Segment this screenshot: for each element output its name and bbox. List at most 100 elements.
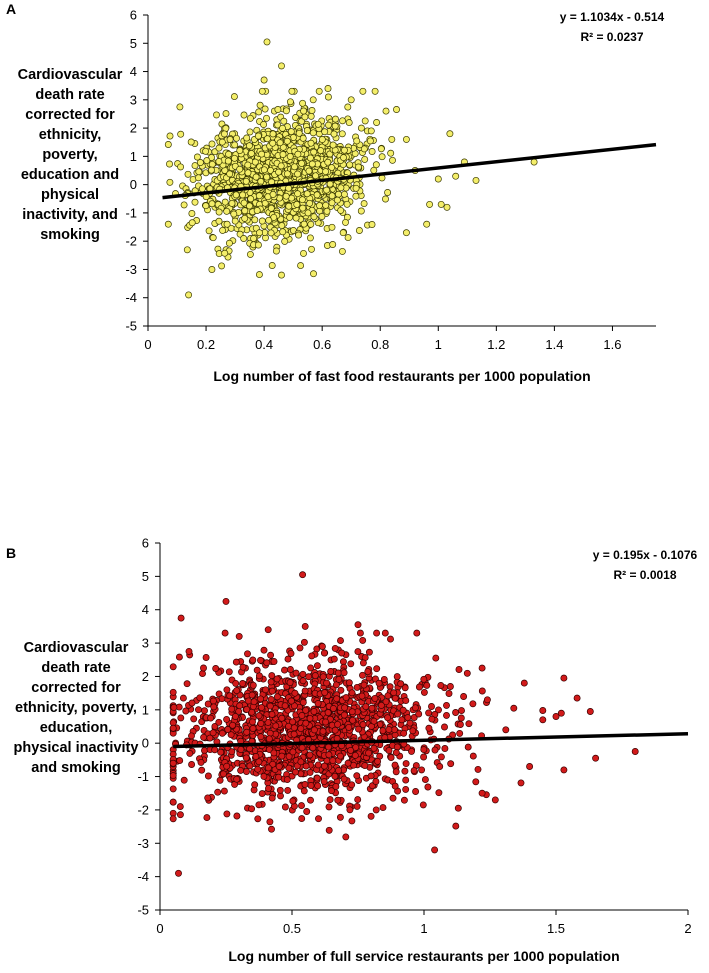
data-point	[243, 728, 251, 736]
data-point	[228, 748, 236, 756]
data-point	[526, 763, 534, 770]
data-point	[184, 170, 192, 178]
data-point	[455, 666, 463, 673]
data-point	[278, 714, 286, 722]
regression-equation: y = 0.195x - 0.1076	[593, 548, 698, 562]
data-point	[360, 681, 368, 689]
data-point	[502, 726, 510, 734]
data-point	[307, 664, 315, 672]
data-point	[233, 687, 241, 695]
data-point	[352, 184, 360, 192]
data-point	[290, 724, 298, 732]
data-point	[325, 751, 333, 759]
data-point	[354, 648, 362, 656]
data-point	[176, 803, 184, 811]
data-point	[411, 704, 419, 712]
data-point	[258, 790, 266, 798]
data-point	[235, 632, 243, 640]
data-point	[320, 649, 328, 657]
data-point	[415, 710, 423, 718]
data-point	[198, 766, 206, 774]
data-point	[435, 706, 442, 714]
data-point	[325, 826, 333, 834]
data-point	[263, 659, 271, 667]
data-point	[431, 746, 439, 754]
data-point	[306, 234, 314, 242]
data-point	[274, 106, 282, 113]
data-point	[318, 136, 326, 143]
data-point	[243, 705, 251, 713]
data-point	[402, 760, 410, 768]
data-point	[431, 846, 439, 854]
data-point	[285, 202, 293, 210]
data-point	[385, 726, 393, 734]
data-point	[247, 150, 255, 157]
data-point	[203, 157, 211, 165]
data-point	[176, 103, 184, 111]
data-point	[215, 718, 223, 726]
data-point	[331, 772, 339, 780]
y-label-line: smoking	[40, 227, 100, 243]
data-point	[233, 775, 241, 783]
data-point	[294, 170, 302, 178]
data-point	[180, 776, 188, 784]
data-point	[560, 674, 568, 682]
x-tick-label: 0.4	[255, 337, 273, 352]
data-point	[392, 768, 400, 776]
data-point	[381, 629, 389, 637]
data-point	[443, 203, 451, 211]
y-tick-label: 5	[130, 36, 137, 51]
data-point	[177, 614, 185, 622]
data-point	[345, 723, 353, 731]
data-point	[254, 132, 262, 140]
data-point	[265, 784, 272, 792]
data-point	[295, 129, 303, 137]
data-point	[343, 200, 351, 208]
data-point	[253, 207, 261, 214]
data-point	[458, 707, 465, 715]
y-tick-label: 5	[142, 569, 149, 584]
data-point	[340, 711, 348, 719]
data-point	[428, 703, 435, 710]
data-point	[285, 764, 293, 772]
r-squared-label: R² = 0.0018	[613, 568, 676, 582]
data-point	[402, 697, 410, 705]
data-point	[226, 170, 234, 178]
regression-equation: y = 1.1034x - 0.514	[560, 10, 665, 24]
data-point	[348, 781, 356, 789]
data-point	[361, 117, 369, 125]
data-point	[308, 652, 316, 660]
data-point	[353, 683, 361, 691]
data-point	[164, 220, 172, 228]
data-point	[185, 647, 193, 655]
y-tick-label: -2	[137, 802, 149, 817]
data-point	[342, 694, 350, 702]
data-point	[254, 815, 262, 823]
data-point	[276, 139, 284, 147]
data-point	[364, 668, 372, 676]
data-point	[212, 665, 220, 672]
data-point	[263, 173, 271, 181]
data-point	[393, 743, 401, 751]
data-point	[201, 747, 208, 754]
data-point	[265, 216, 273, 224]
data-point	[401, 767, 409, 775]
data-point	[308, 160, 316, 168]
data-point	[428, 715, 436, 723]
data-point	[361, 155, 369, 163]
data-point	[246, 762, 254, 770]
data-point	[382, 698, 390, 706]
data-point	[176, 757, 184, 765]
data-point	[359, 636, 367, 644]
data-point	[328, 223, 336, 231]
y-tick-label: -4	[125, 290, 137, 305]
data-point	[279, 151, 287, 158]
y-tick-label: 3	[130, 92, 137, 107]
data-point	[269, 139, 277, 147]
data-point	[228, 199, 236, 207]
data-point	[208, 266, 216, 273]
data-point	[217, 748, 225, 756]
data-point	[284, 655, 292, 663]
data-point	[195, 168, 203, 176]
chart-b: Cardiovascular death rate corrected for …	[0, 536, 709, 968]
